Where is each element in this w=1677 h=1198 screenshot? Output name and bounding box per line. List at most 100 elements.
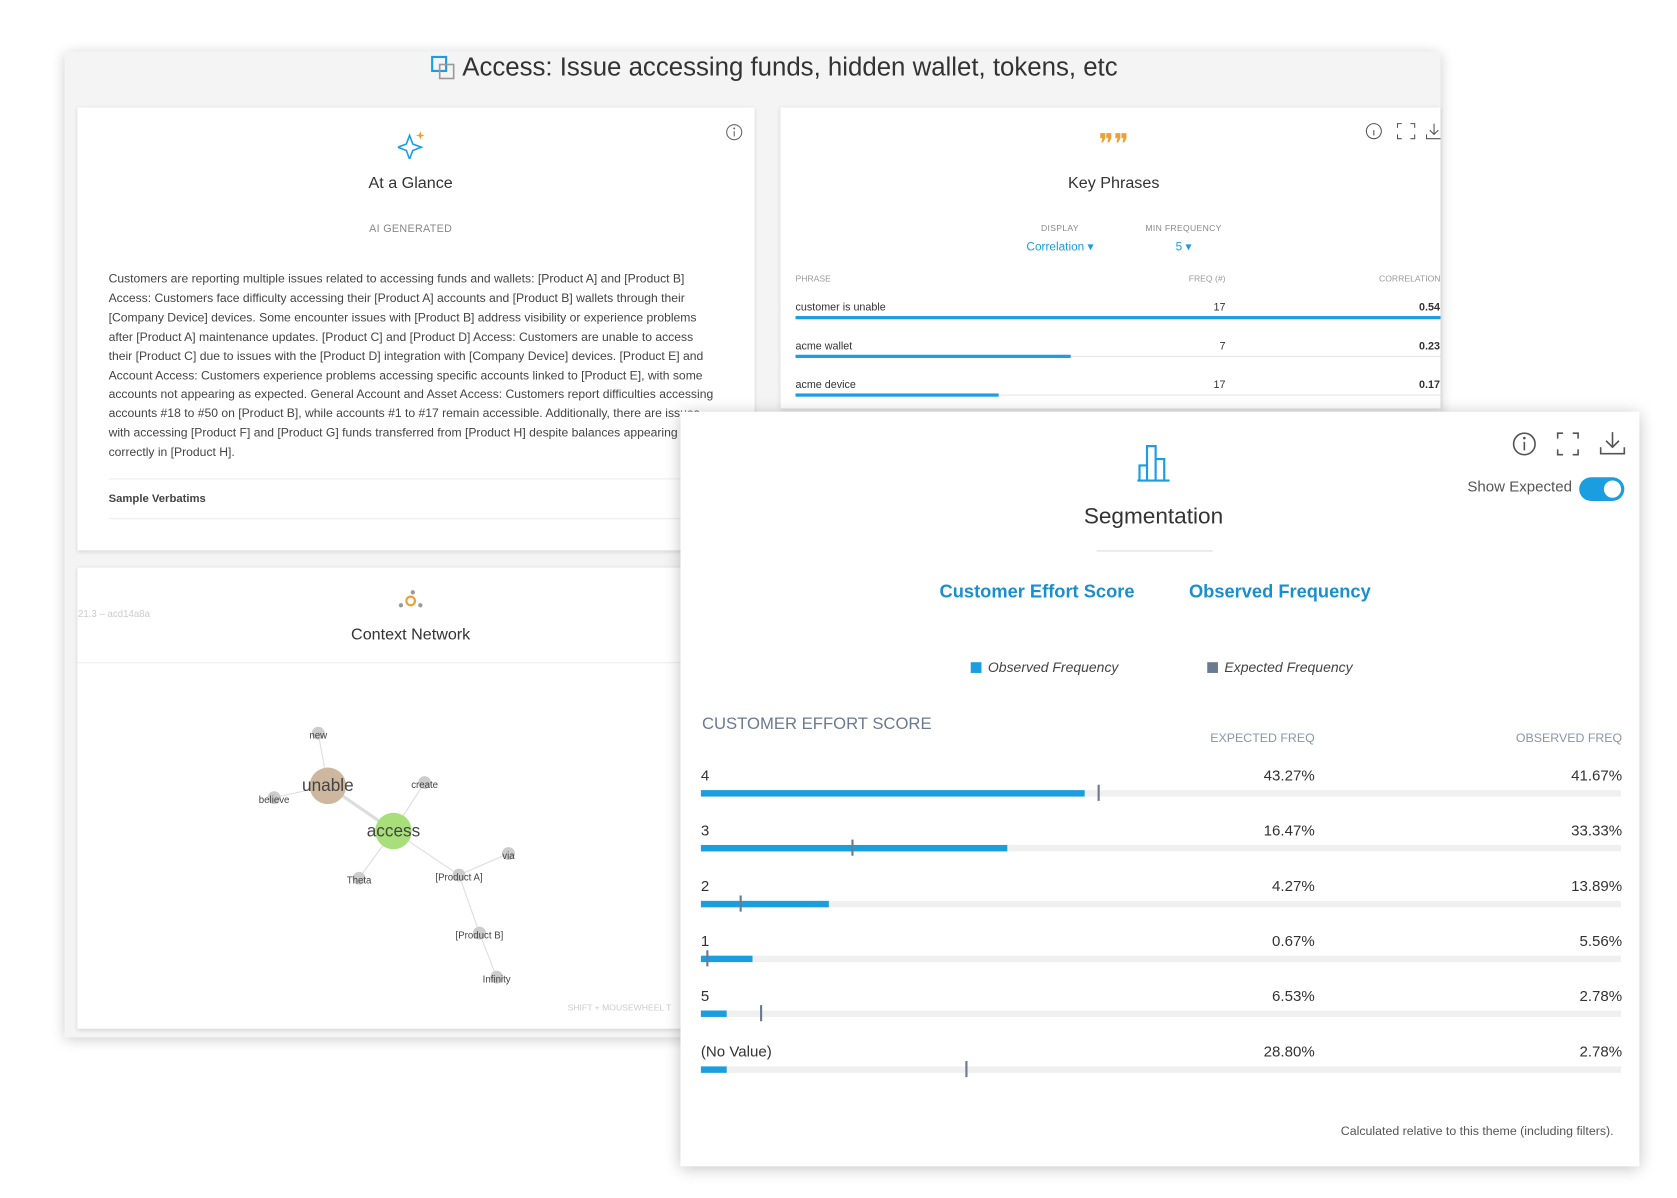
bar-track <box>700 900 1622 907</box>
min-freq-dropdown[interactable]: 5 ▾ <box>1175 240 1192 254</box>
toggle-label: Show Expected <box>1467 477 1572 495</box>
bar-track <box>700 1065 1622 1073</box>
node-label: new <box>309 731 327 742</box>
observed-value: 2.78% <box>1579 1042 1623 1060</box>
node <box>311 726 325 740</box>
sparkle-icon <box>397 131 425 160</box>
quote-icon: ❞❞ <box>1098 129 1129 161</box>
bar-track <box>700 790 1622 797</box>
segment-label: 5 <box>700 987 710 1005</box>
observed-value: 41.67% <box>1571 766 1623 784</box>
show-expected-toggle[interactable] <box>1579 477 1625 501</box>
node-label: believe <box>259 795 290 806</box>
node <box>502 847 515 861</box>
node-label: access <box>367 820 421 840</box>
bar-track <box>700 1010 1622 1018</box>
footnote: Calculated relative to this theme (inclu… <box>1340 1125 1614 1139</box>
legend-label: Observed Frequency <box>987 658 1119 676</box>
expected-tick <box>705 950 709 967</box>
at-a-glance-card: At a Glance AI GENERATED Customers are r… <box>77 107 755 551</box>
card-title: Context Network <box>351 625 471 644</box>
display-value[interactable]: Correlation <box>1026 240 1085 254</box>
correlation-bar <box>795 316 1441 320</box>
tab[interactable]: Observed Frequency <box>1188 581 1371 602</box>
node-label: [Product B] <box>456 930 504 941</box>
segment-label: 1 <box>700 931 710 950</box>
legend-label: Expected Frequency <box>1224 658 1353 676</box>
display-label: DISPLAY <box>1040 223 1079 234</box>
segment-label: 3 <box>700 821 710 839</box>
chart-icon <box>1137 445 1170 482</box>
divider <box>77 662 755 664</box>
observed-bar <box>700 955 753 963</box>
edge <box>458 853 509 876</box>
expected-value: 28.80% <box>1263 1042 1315 1060</box>
node <box>352 871 366 885</box>
toggle-knob <box>1603 480 1622 498</box>
expected-tick <box>851 839 854 857</box>
correlation-bar <box>795 393 999 397</box>
phrase: acme wallet <box>795 340 853 353</box>
edge <box>458 874 480 934</box>
card-actions[interactable] <box>1363 121 1441 143</box>
theme-icon <box>431 55 455 80</box>
min-freq-value[interactable]: 5 <box>1175 240 1183 254</box>
expected-tick <box>1097 784 1101 801</box>
correlation: 0.23 <box>1419 340 1440 353</box>
correlation-bar <box>795 354 1071 358</box>
node <box>418 776 432 790</box>
node-label: unable <box>302 775 354 795</box>
phrase: customer is unable <box>795 302 886 314</box>
card-title: At a Glance <box>368 174 453 193</box>
legend-swatch <box>970 662 982 673</box>
display-dropdown[interactable]: Correlation ▾ <box>1026 240 1094 254</box>
segmentation-card: Show Expected Segmentation Customer Effo… <box>680 411 1640 1167</box>
tab[interactable]: Customer Effort Score <box>939 581 1135 602</box>
freq: 17 <box>1213 302 1226 314</box>
phrase: acme device <box>795 379 856 392</box>
observed-bar <box>700 900 829 907</box>
column-header: EXPECTED FREQ <box>1210 732 1315 745</box>
expected-tick <box>964 1060 967 1077</box>
segment-rows: 4 43.27% 41.67% 3 16.47% 33.33% 2 4.27% 13.89% 1 0… <box>680 766 1639 1089</box>
segment-label: (No Value) <box>700 1042 772 1060</box>
expected-value: 4.27% <box>1272 876 1315 894</box>
freq: 17 <box>1213 379 1226 392</box>
ai-label: AI GENERATED <box>369 223 453 236</box>
page-title: Access: Issue accessing funds, hidden wa… <box>462 52 1118 82</box>
segment-label: 4 <box>700 766 710 784</box>
card-actions[interactable] <box>1508 429 1628 459</box>
section-title: CUSTOMER EFFORT SCORE <box>701 714 932 734</box>
expected-value: 6.53% <box>1272 987 1315 1005</box>
expected-tick <box>739 895 742 912</box>
node-label: via <box>502 851 515 862</box>
card-title: Key Phrases <box>1067 174 1160 193</box>
node <box>267 791 281 805</box>
verbatims-header[interactable]: Sample Verbatims <box>108 478 720 520</box>
observed-value: 5.56% <box>1579 931 1623 950</box>
observed-bar <box>700 790 1085 797</box>
observed-bar <box>700 1065 727 1073</box>
min-freq-label: MIN FREQUENCY <box>1145 223 1222 234</box>
expected-value: 43.27% <box>1263 766 1315 784</box>
bar-track <box>700 845 1622 852</box>
summary: Customers are reporting multiple issues … <box>108 273 714 460</box>
version: 1.421.3 – acd14a8a <box>77 608 151 620</box>
node <box>473 926 486 940</box>
observed-value: 33.33% <box>1571 821 1623 839</box>
observed-value: 13.89% <box>1571 876 1623 894</box>
freq: 7 <box>1219 340 1226 353</box>
row-line <box>795 355 1441 357</box>
network-icon <box>398 590 423 608</box>
expected-value: 0.67% <box>1272 931 1315 950</box>
network-graph[interactable]: new unable believe create access via Theta [Pro… <box>77 568 754 1029</box>
hint: SHIFT + MOUSEWHEEL T <box>567 1002 672 1013</box>
observed-bar <box>700 1010 727 1018</box>
observed-bar <box>700 845 1008 852</box>
node-label: [Product A] <box>435 872 482 883</box>
segment-label: 2 <box>700 876 710 894</box>
expected-value: 16.47% <box>1263 821 1315 839</box>
node-label: create <box>411 780 438 791</box>
info-button[interactable] <box>725 123 744 142</box>
